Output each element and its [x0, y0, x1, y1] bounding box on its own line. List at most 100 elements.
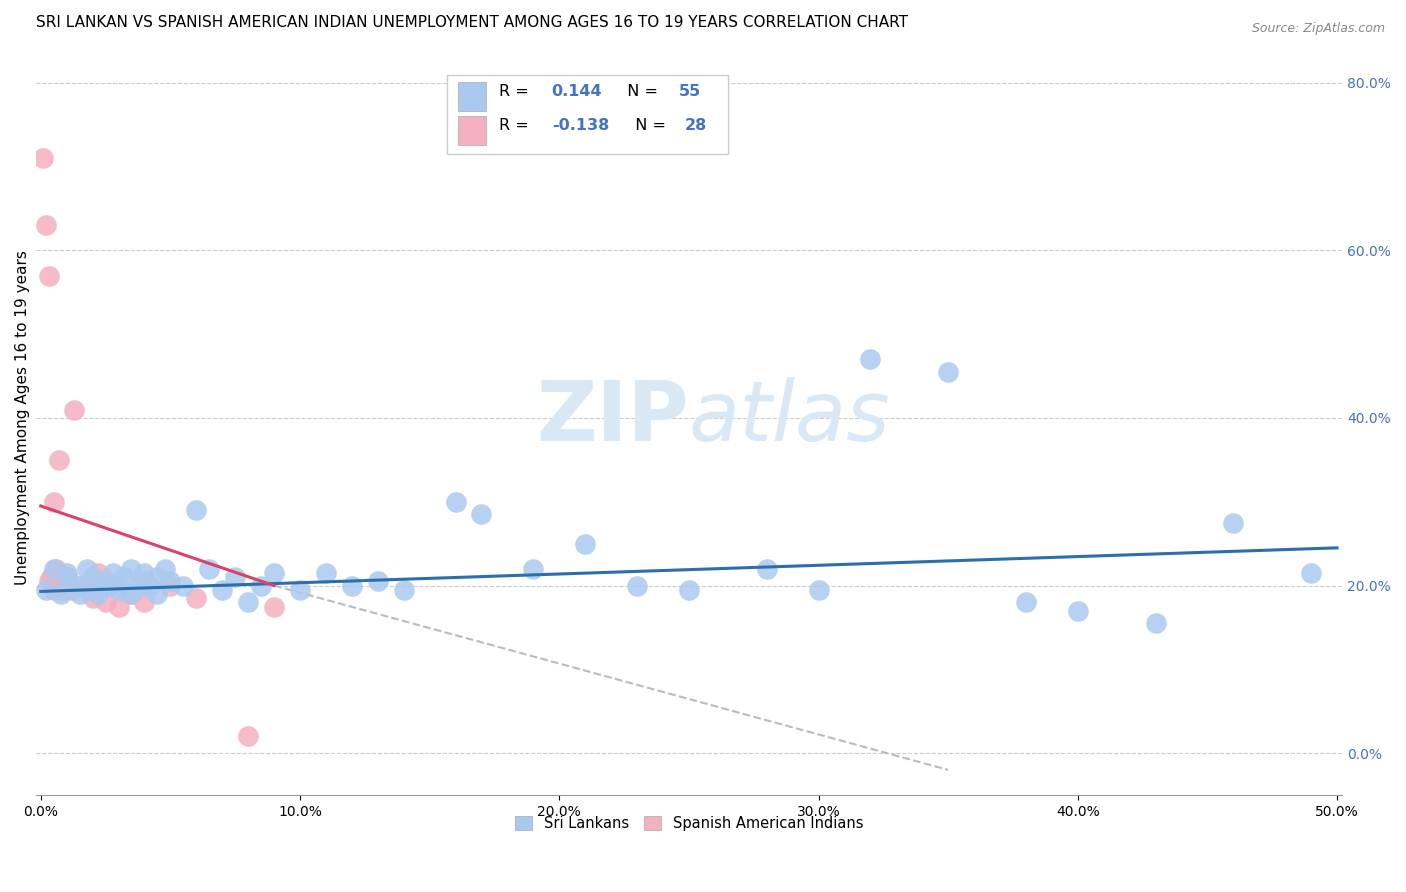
Point [263, 566, 285, 580]
Point [1222, 516, 1244, 530]
Point [94, 595, 117, 609]
Text: ZIP: ZIP [537, 377, 689, 458]
Point [172, 578, 194, 592]
Point [53, 582, 76, 597]
Point [1301, 566, 1323, 580]
Point [128, 578, 150, 592]
Point [186, 591, 208, 606]
Point [121, 562, 143, 576]
FancyBboxPatch shape [457, 116, 486, 145]
Point [69, 587, 91, 601]
Point [250, 578, 273, 592]
Point [159, 578, 181, 592]
Point [315, 566, 337, 580]
Point [94, 574, 117, 589]
Point [107, 578, 129, 592]
Text: N =: N = [617, 84, 664, 99]
Point [340, 578, 363, 592]
Point [367, 574, 389, 589]
Point [42, 562, 65, 576]
Point [35, 582, 58, 597]
Point [755, 562, 778, 576]
Text: SRI LANKAN VS SPANISH AMERICAN INDIAN UNEMPLOYMENT AMONG AGES 16 TO 19 YEARS COR: SRI LANKAN VS SPANISH AMERICAN INDIAN UN… [35, 15, 907, 30]
Point [38, 268, 60, 283]
Point [121, 587, 143, 601]
Text: 28: 28 [685, 118, 707, 133]
Point [138, 578, 160, 592]
Text: -0.138: -0.138 [551, 118, 609, 133]
Point [48, 453, 70, 467]
Point [444, 495, 467, 509]
Text: 55: 55 [679, 84, 700, 99]
Point [153, 562, 176, 576]
Point [211, 582, 233, 597]
Point [82, 591, 104, 606]
FancyBboxPatch shape [457, 82, 486, 111]
Point [107, 599, 129, 614]
Point [807, 582, 830, 597]
Point [936, 365, 959, 379]
Point [103, 566, 125, 580]
Text: 0.144: 0.144 [551, 84, 602, 99]
Point [186, 503, 208, 517]
Point [45, 562, 67, 576]
Point [42, 582, 65, 597]
Point [82, 570, 104, 584]
Point [112, 570, 135, 584]
Point [48, 570, 70, 584]
Point [159, 574, 181, 589]
Point [51, 587, 73, 601]
Point [522, 562, 544, 576]
Text: atlas: atlas [689, 377, 890, 458]
Text: R =: R = [499, 118, 534, 133]
Point [63, 402, 86, 417]
Point [55, 570, 77, 584]
Point [134, 595, 156, 609]
Point [87, 587, 110, 601]
Point [1067, 604, 1090, 618]
Point [69, 578, 91, 592]
Point [35, 219, 58, 233]
Point [470, 508, 492, 522]
Point [1144, 616, 1167, 631]
Point [55, 578, 77, 592]
Text: N =: N = [624, 118, 671, 133]
Point [236, 730, 259, 744]
Legend: Sri Lankans, Spanish American Indians: Sri Lankans, Spanish American Indians [509, 810, 869, 837]
Text: R =: R = [499, 84, 534, 99]
Point [134, 566, 156, 580]
Point [146, 570, 169, 584]
Point [76, 582, 98, 597]
Point [859, 352, 882, 367]
FancyBboxPatch shape [447, 75, 728, 154]
Text: Source: ZipAtlas.com: Source: ZipAtlas.com [1251, 22, 1385, 36]
Point [38, 574, 60, 589]
Point [42, 495, 65, 509]
Point [288, 582, 311, 597]
Point [134, 574, 156, 589]
Point [121, 587, 143, 601]
Point [94, 578, 117, 592]
Point [574, 536, 596, 550]
Point [76, 562, 98, 576]
Point [51, 574, 73, 589]
Point [32, 151, 55, 165]
Point [87, 566, 110, 580]
Point [107, 582, 129, 597]
Point [678, 582, 700, 597]
Y-axis label: Unemployment Among Ages 16 to 19 years: Unemployment Among Ages 16 to 19 years [15, 251, 30, 585]
Point [224, 570, 246, 584]
Point [263, 599, 285, 614]
Point [60, 582, 83, 597]
Point [392, 582, 415, 597]
Point [198, 562, 221, 576]
Point [146, 587, 169, 601]
Point [39, 570, 62, 584]
Point [82, 582, 104, 597]
Point [55, 570, 77, 584]
Point [1015, 595, 1038, 609]
Point [236, 595, 259, 609]
Point [69, 578, 91, 592]
Point [626, 578, 648, 592]
Point [55, 566, 77, 580]
